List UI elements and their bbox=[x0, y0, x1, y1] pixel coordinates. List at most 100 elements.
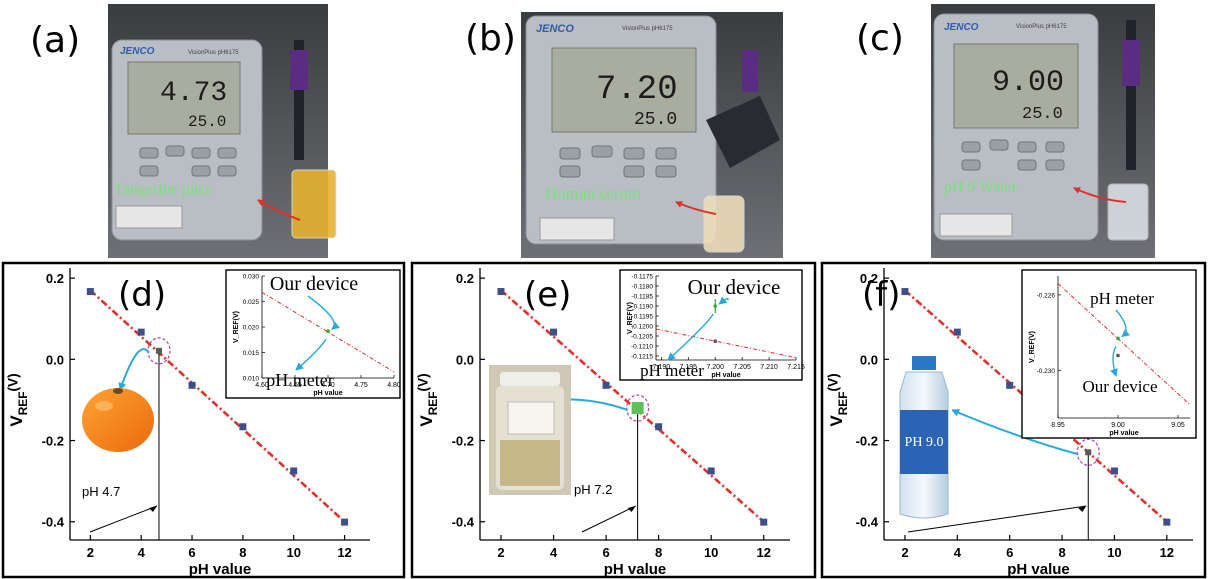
y-tick-label: -0.2 bbox=[452, 434, 474, 449]
meter-sticker bbox=[115, 205, 183, 229]
meter-brand: JENCO bbox=[944, 22, 979, 33]
inset-y-tick-label: -0.1205 bbox=[631, 334, 653, 341]
inset-y-tick-label: -0.1190 bbox=[631, 304, 653, 311]
inset-y-axis-label: V_REF(V) bbox=[233, 311, 240, 343]
ph-annotation: pH 4.7 bbox=[82, 484, 120, 499]
panel-border bbox=[410, 261, 817, 579]
inset-y-tick-label: 0.010 bbox=[243, 376, 260, 383]
panel-label-c: (c) bbox=[856, 18, 904, 59]
inset-x-tick-label: 7.195 bbox=[680, 364, 698, 371]
x-tick-label: 8 bbox=[655, 545, 662, 560]
x-tick-label: 10 bbox=[704, 545, 718, 560]
inset-label-bottom: pH meter bbox=[266, 370, 333, 390]
inset-x-axis-label: pH value bbox=[711, 372, 740, 379]
y-tick-label: -0.4 bbox=[452, 515, 475, 530]
sample-label: pH 9 Water bbox=[944, 179, 1018, 196]
inset-label-top: Our device bbox=[270, 273, 358, 295]
data-point bbox=[86, 288, 94, 296]
sample-label: Tangerine juice bbox=[114, 181, 213, 198]
data-point bbox=[137, 328, 145, 336]
meter-reading: 7.20 bbox=[596, 71, 678, 109]
highlight-circle bbox=[625, 394, 650, 422]
inset-y-axis-label: V_REF(V) bbox=[1029, 331, 1036, 363]
photo-panel-a: (a) JENCO VisionPlus pH6175 4.73 25.0 Ta… bbox=[30, 4, 337, 258]
x-tick-label: 4 bbox=[954, 545, 962, 560]
inset-frame bbox=[225, 269, 401, 399]
inset-y-tick-label: 0.030 bbox=[243, 274, 260, 281]
inset-y-tick-label: -0.226 bbox=[1037, 292, 1056, 299]
panel-border bbox=[820, 261, 1207, 579]
x-tick-label: 12 bbox=[337, 545, 351, 560]
x-tick-label: 2 bbox=[87, 545, 94, 560]
data-point bbox=[1110, 467, 1118, 475]
panel-label-b: (b) bbox=[465, 18, 516, 59]
inset-data-point bbox=[713, 304, 718, 308]
inset-x-tick-label: 7.200 bbox=[706, 364, 724, 371]
photo-panel-b: (b) JENCO VisionPlus pH6175 7.20 25.0 Hu… bbox=[465, 12, 783, 258]
inset-y-tick-label: -0.1215 bbox=[631, 354, 653, 361]
sample-label: Human serum bbox=[545, 184, 641, 203]
y-axis-label: VREF(V) bbox=[825, 373, 849, 426]
tangerine-image bbox=[82, 388, 154, 452]
data-point bbox=[497, 288, 505, 296]
sample-arrow bbox=[1073, 187, 1127, 203]
probe-handle bbox=[742, 50, 758, 92]
panel-border bbox=[1, 261, 406, 579]
inset-y-tick-label: -0.230 bbox=[1037, 368, 1056, 375]
x-axis-label: pH value bbox=[1007, 561, 1070, 578]
inset-x-tick-label: 9.00 bbox=[1111, 422, 1125, 429]
inset-x-tick-label: 4.65 bbox=[288, 382, 302, 389]
highlight-marker bbox=[631, 402, 644, 415]
y-tick-label: 0.0 bbox=[860, 352, 878, 367]
fit-line bbox=[89, 289, 346, 523]
data-point bbox=[239, 423, 247, 431]
data-point bbox=[1163, 518, 1171, 526]
ph-annotation: pH 7.2 bbox=[574, 482, 612, 497]
probe-handle bbox=[290, 50, 308, 90]
x-tick-label: 8 bbox=[239, 545, 246, 560]
ph-annotation-arrow bbox=[89, 505, 158, 533]
meter-temperature: 25.0 bbox=[188, 113, 226, 131]
inset-x-axis-label: pH value bbox=[1109, 430, 1138, 437]
x-tick-label: 8 bbox=[1058, 545, 1065, 560]
sample-beaker bbox=[703, 195, 745, 253]
data-point bbox=[707, 467, 715, 475]
meter-brand: JENCO bbox=[536, 23, 574, 35]
inset-label-bottom: Our device bbox=[1082, 377, 1157, 396]
data-point bbox=[290, 467, 298, 475]
inset-x-tick-label: 7.190 bbox=[653, 364, 671, 371]
y-tick-label: -0.4 bbox=[856, 515, 879, 530]
y-tick-label: 0.2 bbox=[456, 271, 474, 286]
x-tick-label: 6 bbox=[602, 545, 609, 560]
inset-fit-line bbox=[655, 328, 797, 359]
x-tick-label: 10 bbox=[286, 545, 300, 560]
inset-y-tick-label: -0.1180 bbox=[631, 284, 653, 291]
inset-label-top: pH meter bbox=[1090, 289, 1154, 308]
inset-x-tick-label: 9.05 bbox=[1171, 422, 1185, 429]
inset-x-tick-label: 4.70 bbox=[321, 382, 335, 389]
panel-label-f: (f) bbox=[862, 275, 901, 315]
inset-y-tick-label: -0.1185 bbox=[631, 294, 653, 301]
inset-frame bbox=[619, 269, 803, 381]
inset-y-tick-label: -0.1210 bbox=[631, 344, 653, 351]
water-bottle-image: PH 9.0 bbox=[896, 353, 952, 523]
data-point bbox=[901, 288, 909, 296]
inset-frame bbox=[1021, 269, 1197, 439]
ph-annotation-arrowhead bbox=[627, 506, 636, 512]
meter-reading: 4.73 bbox=[160, 78, 227, 109]
y-tick-label: 0.2 bbox=[860, 271, 878, 286]
probe-handle bbox=[1122, 40, 1140, 86]
panel-label-d: (d) bbox=[118, 275, 166, 315]
meter-lcd bbox=[551, 47, 697, 133]
serum-bottle-image bbox=[489, 365, 571, 495]
inset-x-tick-label: 4.60 bbox=[255, 382, 269, 389]
inset-y-tick-label: 0.020 bbox=[243, 325, 260, 332]
meter-keypad bbox=[139, 145, 237, 177]
x-tick-label: 6 bbox=[188, 545, 195, 560]
x-axis-label: pH value bbox=[189, 561, 252, 578]
inset-y-tick-label: 0.025 bbox=[243, 299, 260, 306]
y-axis-label: VREF(V) bbox=[5, 373, 29, 426]
y-tick-label: 0.2 bbox=[46, 271, 64, 286]
data-point bbox=[341, 518, 349, 526]
callout-arrow bbox=[118, 348, 150, 391]
